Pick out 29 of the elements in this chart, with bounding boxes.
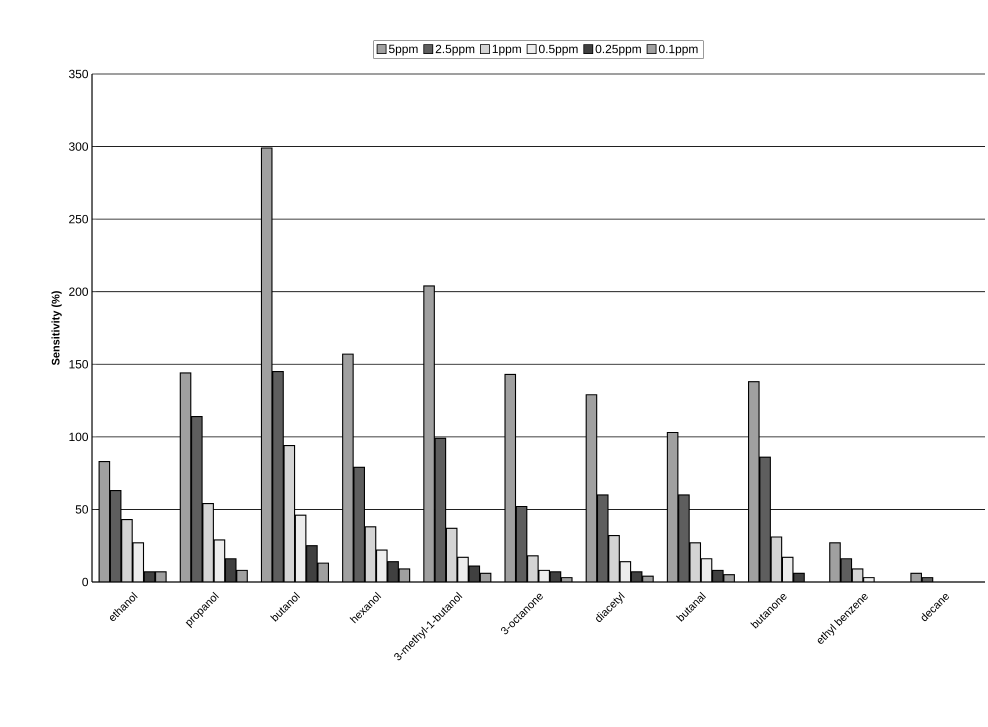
- bar: [423, 285, 435, 582]
- bar: [284, 445, 296, 582]
- y-tick-label: 0: [82, 578, 88, 586]
- legend-label: 0.1ppm: [658, 44, 698, 56]
- bar: [434, 438, 446, 582]
- legend-label: 1ppm: [492, 44, 521, 56]
- bar: [98, 460, 110, 582]
- bar: [504, 374, 516, 582]
- bar: [586, 394, 598, 582]
- bar: [353, 466, 365, 582]
- y-tick-label: 350: [68, 70, 88, 78]
- bar: [748, 381, 760, 582]
- bar: [260, 147, 273, 582]
- bar: [191, 416, 203, 582]
- y-tick-label: 200: [69, 287, 88, 296]
- bar: [342, 354, 354, 582]
- legend-label: 0.5ppm: [538, 44, 578, 56]
- legend-label: 5ppm: [388, 44, 418, 56]
- y-tick-label: 150: [69, 360, 88, 368]
- y-tick-label: 100: [69, 432, 88, 442]
- legend-label: 0.25ppm: [596, 44, 641, 56]
- y-axis-title: Sensitivity (%): [51, 291, 62, 366]
- bar: [110, 490, 122, 582]
- y-tick-label: 50: [76, 505, 88, 514]
- bar: [666, 432, 678, 582]
- legend-label: 2.5ppm: [436, 44, 474, 56]
- y-tick-label: 250: [69, 214, 88, 224]
- bar: [759, 456, 771, 582]
- y-tick-label: 300: [68, 142, 88, 151]
